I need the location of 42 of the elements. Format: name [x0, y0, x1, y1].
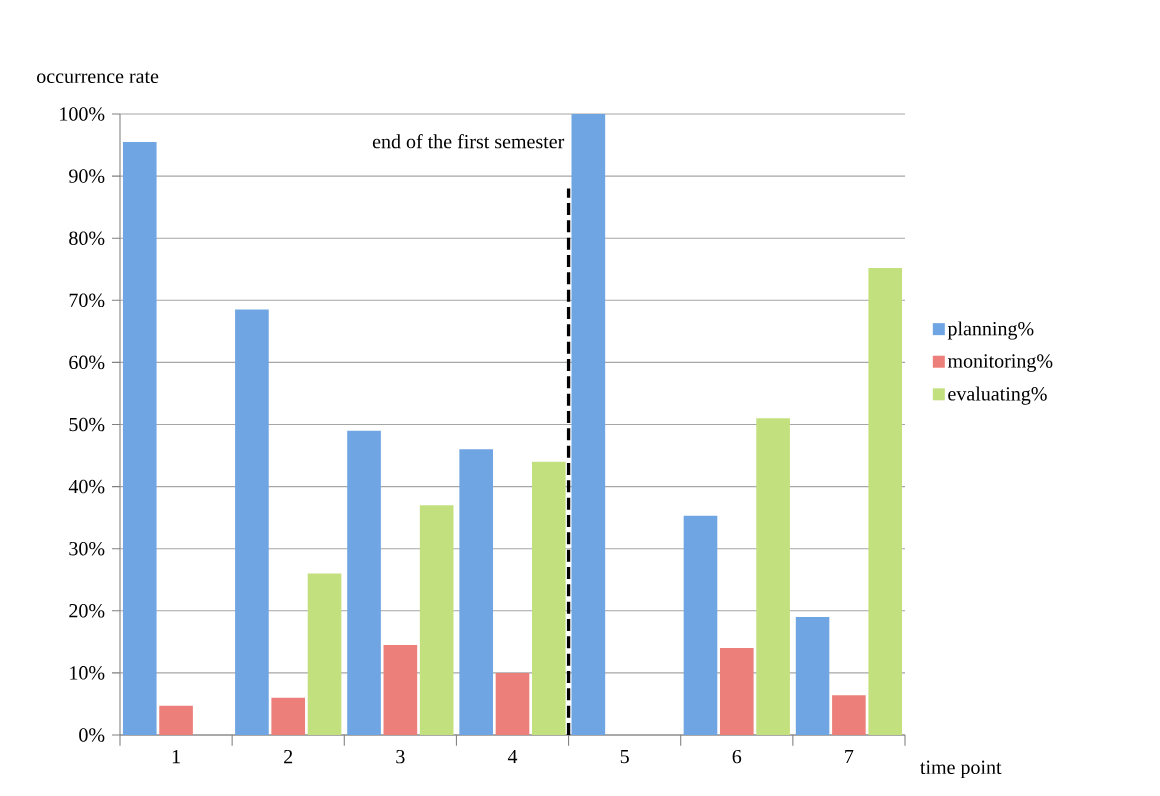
bar: [756, 418, 790, 735]
y-tick-label: 10%: [70, 666, 105, 680]
x-tick-label: 7: [845, 749, 854, 764]
bar: [571, 113, 606, 735]
y-tick-label: 40%: [68, 479, 105, 494]
y-tick-label: 80%: [69, 231, 105, 245]
y-tick-label: 90%: [69, 169, 105, 183]
bar: [307, 573, 342, 735]
bar: [459, 449, 494, 735]
bar: [347, 430, 381, 735]
bar: [531, 461, 566, 735]
x-tick-label: 3: [396, 749, 405, 764]
x-tick-label: 4: [507, 749, 518, 764]
legend-label: evaluating%: [948, 386, 1047, 405]
x-tick-label: 6: [732, 749, 742, 764]
x-tick-label: 2: [284, 749, 293, 764]
y-tick-label: 20%: [69, 604, 105, 618]
bar: [868, 268, 903, 735]
x-axis-title: time point: [920, 760, 1002, 779]
y-tick-label: 60%: [69, 355, 105, 370]
bar: [719, 648, 754, 735]
y-axis-title: occurrence rate: [37, 71, 159, 84]
x-tick-label: 1: [172, 749, 180, 764]
bar: [271, 697, 306, 735]
x-tick-label: 5: [620, 749, 629, 764]
y-tick-label: 50%: [69, 417, 105, 432]
y-tick-label: 100%: [60, 107, 105, 121]
bar: [832, 695, 866, 735]
bar: [683, 515, 718, 735]
bar: [419, 505, 454, 735]
bar: [495, 672, 530, 735]
legend-label: planning%: [947, 321, 1034, 340]
bar: [235, 309, 269, 735]
bar: [122, 141, 157, 735]
y-tick-label: 30%: [69, 541, 105, 556]
y-tick-label: 70%: [69, 293, 105, 308]
bar: [159, 705, 193, 735]
legend-label: monitoring%: [947, 354, 1053, 372]
bar: [383, 644, 418, 735]
y-tick-label: 0%: [79, 728, 105, 742]
ref-line-label: end of the first semester: [372, 134, 565, 149]
bar: [795, 617, 830, 735]
